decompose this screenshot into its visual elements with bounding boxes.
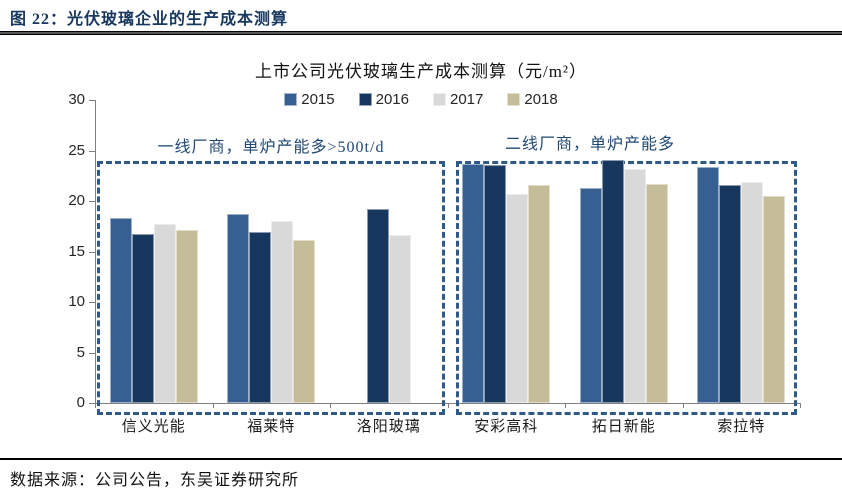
chart-title: 上市公司光伏玻璃生产成本测算（元/m²） <box>254 62 588 81</box>
x-axis-label: 安彩高科 <box>474 419 539 435</box>
legend-item-2017: 2017 <box>433 91 483 108</box>
x-axis-label: 福莱特 <box>247 419 296 435</box>
x-axis-label: 索拉特 <box>717 419 766 435</box>
footer-divider <box>0 458 842 460</box>
legend-swatch-icon <box>284 93 298 106</box>
y-axis-label: 30 <box>68 91 85 108</box>
bar-2017-信义光能 <box>153 224 176 403</box>
y-axis-label: 5 <box>76 343 85 361</box>
y-axis-label: 15 <box>68 242 85 260</box>
bar-2017-索拉特 <box>741 181 764 403</box>
y-axis-label: 25 <box>68 141 85 159</box>
legend-label: 2018 <box>524 91 558 108</box>
legend-item-2016: 2016 <box>358 91 409 108</box>
bar-2018-福莱特 <box>293 240 316 403</box>
legend-label: 2015 <box>301 91 335 108</box>
y-axis-tick <box>89 302 95 303</box>
x-axis-label: 信义光能 <box>121 419 186 435</box>
x-axis-tick <box>330 403 331 408</box>
legend-swatch-icon <box>433 93 446 106</box>
y-axis-tick <box>89 150 95 152</box>
y-axis-label: 0 <box>76 394 85 411</box>
x-axis-tick <box>212 403 214 408</box>
bar-2018-信义光能 <box>175 230 198 403</box>
bar-2015-索拉特 <box>697 166 720 403</box>
y-axis-label: 10 <box>68 293 85 310</box>
x-axis-tick <box>800 403 801 408</box>
legend-item-2018: 2018 <box>507 91 558 108</box>
bar-2015-安彩高科 <box>462 163 485 403</box>
data-source: 数据来源：公司公告，东吴证券研究所 <box>10 472 300 489</box>
legend-label: 2017 <box>450 91 484 108</box>
figure-title: 图 22：光伏玻璃企业的生产成本测算 <box>10 11 289 28</box>
bar-2016-安彩高科 <box>484 164 507 403</box>
bar-2016-拓日新能 <box>601 159 624 403</box>
legend-swatch-icon <box>358 93 372 106</box>
y-axis-tick <box>89 201 95 202</box>
bar-2015-拓日新能 <box>579 187 602 403</box>
chart-legend: 2015 2016 2017 2018 <box>0 91 842 108</box>
bar-2017-洛阳玻璃 <box>388 235 411 403</box>
bar-2017-福莱特 <box>271 221 294 403</box>
legend-swatch-icon <box>507 93 521 106</box>
x-axis-tick <box>95 403 96 408</box>
tier-annotation: 一线厂商，单炉产能多>500t/d <box>157 139 385 156</box>
y-axis-tick <box>89 403 95 404</box>
header-divider <box>0 31 842 35</box>
y-axis-tick <box>89 352 95 354</box>
x-axis-tick <box>565 403 566 408</box>
x-axis-label: 洛阳玻璃 <box>356 419 421 435</box>
y-axis-tick <box>89 251 95 253</box>
bar-2017-拓日新能 <box>623 168 646 403</box>
legend-label: 2016 <box>375 91 409 108</box>
y-axis-tick <box>89 100 95 101</box>
bar-2018-索拉特 <box>763 195 786 403</box>
bar-2018-拓日新能 <box>645 183 668 403</box>
bar-2016-洛阳玻璃 <box>366 209 389 403</box>
bar-2018-安彩高科 <box>528 184 551 403</box>
bar-2017-安彩高科 <box>506 193 529 403</box>
bar-2015-福莱特 <box>227 214 250 403</box>
y-axis-label: 20 <box>68 192 85 209</box>
x-axis-tick <box>682 403 684 408</box>
tier-box <box>456 161 797 415</box>
x-axis-tick <box>447 403 449 408</box>
tier-box <box>97 161 445 415</box>
x-axis-label: 拓日新能 <box>591 419 656 435</box>
bar-2015-信义光能 <box>109 218 132 403</box>
bar-2016-信义光能 <box>131 234 154 403</box>
legend-item-2015: 2015 <box>284 91 335 108</box>
bar-2016-索拉特 <box>719 184 742 403</box>
y-axis-line <box>95 100 96 404</box>
bar-2016-福莱特 <box>249 232 272 403</box>
tier-annotation: 二线厂商，单炉产能多 <box>504 136 675 153</box>
